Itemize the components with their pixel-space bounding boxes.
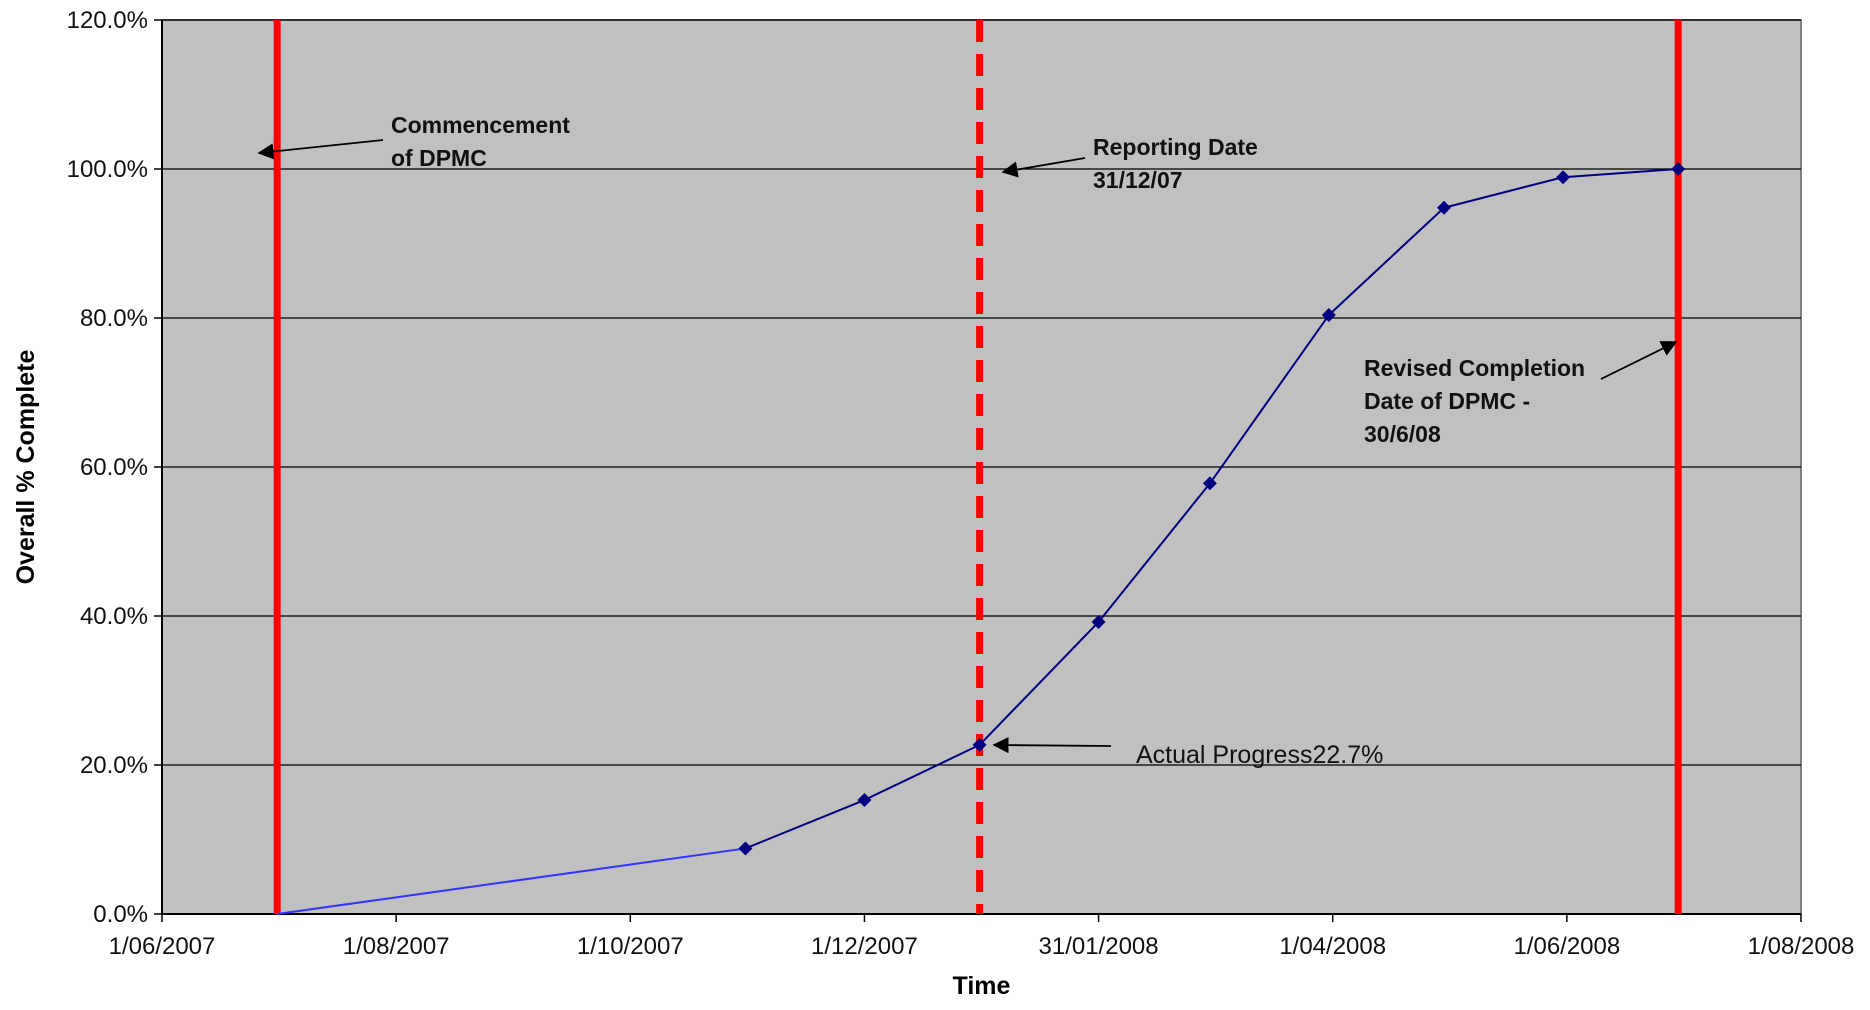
y-tick-label: 120.0% [67,7,148,34]
x-tick-label: 1/06/2007 [109,933,216,960]
x-tick-label: 31/01/2008 [1039,933,1159,960]
y-tick-label: 80.0% [80,305,148,332]
y-tick-label: 40.0% [80,603,148,630]
annotation-line: Commencement [391,112,570,138]
x-tick-label: 1/10/2007 [577,933,684,960]
x-tick-label: 1/12/2007 [811,933,918,960]
annotation-line: Revised Completion [1364,355,1585,381]
annotation-line: 31/12/07 [1093,167,1183,193]
annotation-line: of DPMC [391,145,487,171]
annotation-line: Actual Progress22.7% [1136,741,1383,769]
x-tick-label: 1/04/2008 [1279,933,1386,960]
y-tick-label: 100.0% [67,156,148,183]
annotation-arrow [994,745,1111,746]
y-axis-title: Overall % Complete [12,350,40,585]
annotation-line: Date of DPMC - [1364,388,1530,414]
annotation-text: Actual Progress22.7% [1136,741,1383,769]
y-tick-label: 60.0% [80,454,148,481]
y-tick-label: 0.0% [93,901,148,928]
x-axis-title: Time [953,972,1011,1000]
annotation-line: Reporting Date [1093,134,1258,160]
x-tick-label: 1/08/2007 [343,933,450,960]
annotation-line: 30/6/08 [1364,421,1441,447]
y-tick-label: 20.0% [80,752,148,779]
x-tick-label: 1/08/2008 [1748,933,1855,960]
x-tick-label: 1/06/2008 [1513,933,1620,960]
